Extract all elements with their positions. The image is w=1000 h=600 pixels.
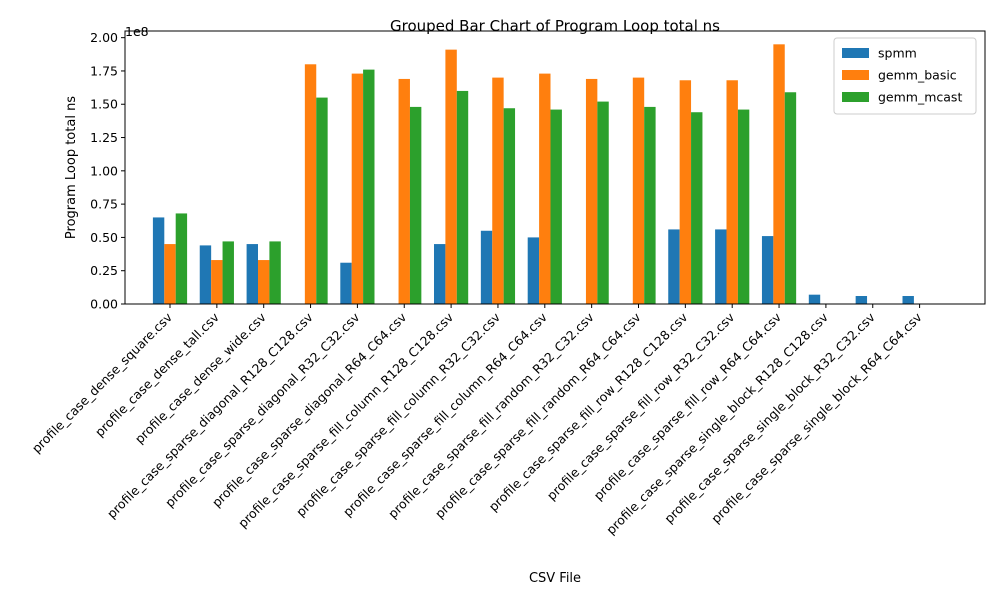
bar-spmm-12	[715, 229, 727, 304]
bar-gemm-mcast-9	[597, 101, 609, 304]
bar-gemm-basic-10	[632, 77, 645, 304]
bar-gemm-mcast-8	[550, 109, 562, 304]
bar-gemm-mcast-13	[784, 92, 797, 304]
y-tick-label: 1.25	[90, 130, 118, 145]
bar-gemm-basic-4	[351, 73, 364, 304]
bar-gemm-mcast-4	[363, 69, 375, 305]
legend-swatch-gemm-basic	[842, 70, 869, 80]
bars-group	[152, 44, 914, 305]
bar-gemm-mcast-3	[316, 97, 328, 304]
legend-label-spmm: spmm	[878, 46, 917, 61]
bar-spmm-7	[480, 230, 493, 304]
bar-spmm-2	[246, 244, 258, 304]
legend-label-gemm-mcast: gemm_mcast	[878, 90, 962, 105]
x-tick-label: profile_case_sparse_single_block_R128_C1…	[603, 309, 831, 537]
bar-gemm-mcast-10	[644, 106, 656, 304]
bar-gemm-basic-8	[539, 73, 551, 304]
legend-swatch-spmm	[842, 48, 869, 58]
y-tick-label: 0.00	[90, 297, 118, 312]
legend-swatch-gemm-mcast	[842, 92, 869, 102]
bar-gemm-basic-9	[585, 78, 598, 304]
bar-spmm-13	[761, 236, 774, 304]
bar-spmm-6	[434, 244, 446, 304]
bar-gemm-mcast-6	[456, 90, 469, 305]
plot-frame	[124, 30, 986, 305]
bar-gemm-basic-13	[773, 44, 785, 304]
y-tick-label: 0.75	[90, 197, 118, 212]
bar-gemm-mcast-7	[503, 108, 516, 305]
bar-gemm-basic-7	[492, 77, 504, 304]
bar-gemm-mcast-1	[222, 241, 234, 304]
bar-gemm-basic-1	[211, 260, 223, 304]
y-tick-label: 0.50	[90, 230, 118, 245]
y-tick-label: 1.75	[90, 63, 118, 78]
bar-spmm-0	[152, 217, 165, 304]
bar-gemm-mcast-2	[269, 241, 281, 304]
bar-gemm-mcast-5	[409, 106, 422, 304]
y-tick-label: 1.50	[90, 97, 118, 112]
bar-gemm-mcast-11	[691, 112, 703, 304]
bar-spmm-15	[855, 296, 868, 304]
bar-spmm-8	[527, 237, 540, 304]
bar-gemm-mcast-12	[737, 109, 750, 304]
legend: spmm gemm_basic gemm_mcast	[833, 37, 977, 115]
legend-label-gemm-basic: gemm_basic	[878, 68, 957, 83]
bar-spmm-1	[199, 245, 212, 304]
bar-gemm-mcast-0	[175, 213, 188, 304]
legend-frame	[833, 37, 977, 115]
y-axis-title: Program Loop total ns	[64, 96, 79, 239]
bar-gemm-basic-5	[398, 78, 410, 304]
y-tick-label: 2.00	[90, 30, 118, 45]
bar-gemm-basic-12	[726, 80, 738, 305]
x-tick-label: profile_case_sparse_fill_column_R128_C12…	[235, 309, 457, 531]
bar-spmm-14	[808, 294, 821, 304]
bar-spmm-11	[668, 229, 680, 304]
x-axis-title: CSV File	[529, 571, 581, 586]
x-axis: profile_case_dense_square.csvprofile_cas…	[29, 304, 925, 537]
bar-gemm-basic-0	[164, 244, 176, 304]
bar-gemm-basic-2	[258, 260, 270, 304]
bar-gemm-basic-3	[304, 64, 317, 304]
bar-gemm-basic-6	[445, 49, 457, 304]
bar-gemm-basic-11	[679, 80, 692, 305]
y-tick-label: 0.25	[90, 263, 118, 278]
y-tick-label: 1.00	[90, 163, 118, 178]
y-axis: 0.00 0.25 0.50 0.75 1.00 1.25 1.50 1.75 2.00	[90, 30, 125, 312]
chart-title: Grouped Bar Chart of Program Loop total …	[390, 17, 720, 35]
bar-spmm-16	[902, 296, 914, 304]
bar-spmm-4	[340, 262, 352, 304]
